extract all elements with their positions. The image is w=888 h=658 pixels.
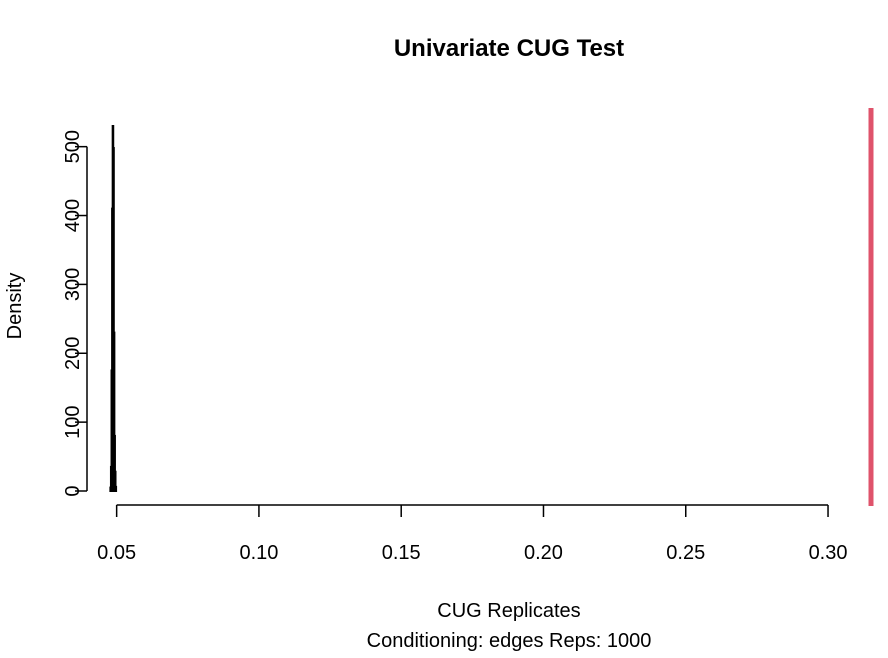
y-tick-label: 500 <box>62 130 84 163</box>
x-tick-label: 0.20 <box>524 542 563 564</box>
y-axis-title: Density <box>4 273 26 340</box>
x-tick-label: 0.10 <box>239 542 278 564</box>
x-tick-label: 0.30 <box>809 542 848 564</box>
y-tick-label: 300 <box>62 268 84 301</box>
y-tick-label: 200 <box>62 337 84 370</box>
histogram-bars <box>109 125 118 493</box>
x-tick-label: 0.15 <box>382 542 421 564</box>
x-axis-ticks: 0.05 0.10 0.15 0.20 0.25 0.30 <box>97 505 848 564</box>
y-tick-label: 0 <box>62 485 84 496</box>
x-axis-title: CUG Replicates <box>437 600 580 622</box>
x-tick-label: 0.05 <box>97 542 136 564</box>
chart-title: Univariate CUG Test <box>394 35 624 62</box>
x-tick-label: 0.25 <box>666 542 705 564</box>
y-tick-label: 100 <box>62 405 84 438</box>
x-axis-sublabel: Conditioning: edges Reps: 1000 <box>367 630 652 652</box>
histogram-bar <box>114 485 118 492</box>
y-axis-ticks: 0 100 200 300 400 500 <box>62 130 87 497</box>
y-tick-label: 400 <box>62 199 84 232</box>
